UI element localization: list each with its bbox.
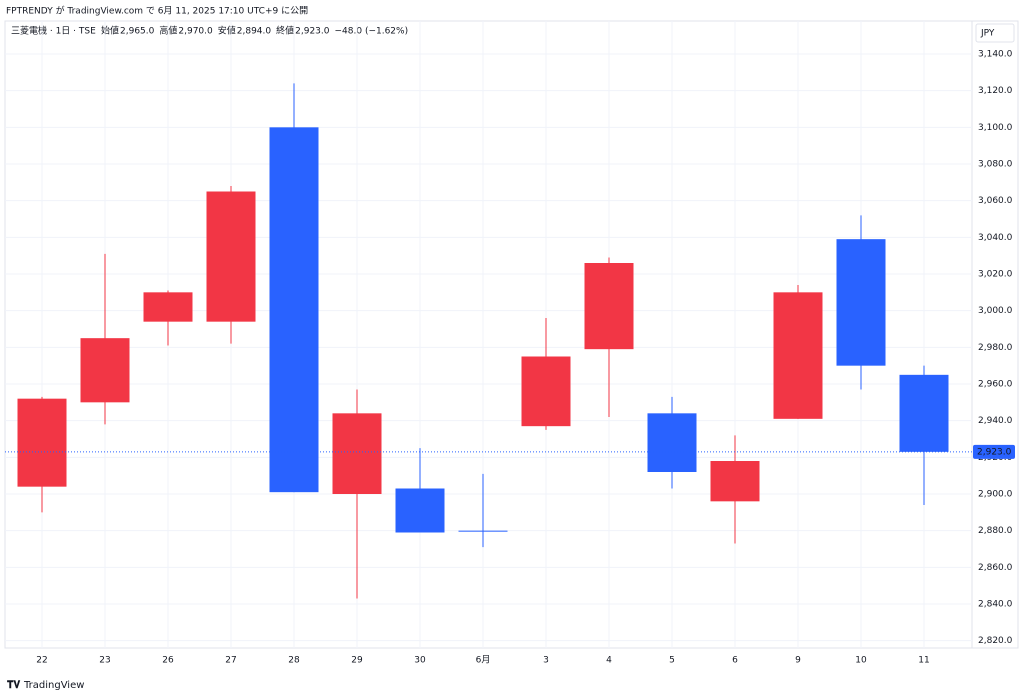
x-tick-label: 6月	[476, 655, 491, 666]
legend-label: 始値	[101, 25, 119, 37]
candle-body	[584, 263, 634, 350]
y-tick-label: 2,900.0	[978, 490, 1013, 500]
legend-value: 2,894.0	[237, 27, 272, 37]
x-tick-label: 5	[669, 656, 675, 666]
x-tick-label: 9	[795, 656, 801, 666]
candle-body	[773, 292, 823, 419]
x-tick-label: 22	[36, 656, 47, 666]
y-tick-label: 3,120.0	[978, 86, 1013, 96]
x-tick-label: 30	[414, 656, 426, 666]
candle-body	[206, 191, 256, 322]
y-tick-label: 2,840.0	[978, 600, 1013, 610]
currency-box[interactable]	[975, 23, 1015, 43]
legend-change: −48.0 (−1.62%)	[335, 27, 409, 37]
last-price-label: 2,923.0	[977, 447, 1012, 457]
y-tick-label: 2,980.0	[978, 343, 1013, 353]
y-tick-label: 3,000.0	[978, 306, 1013, 316]
published-note: FPTRENDY が TradingView.com で 6月 11, 2025…	[6, 5, 308, 17]
y-tick-label: 2,960.0	[978, 380, 1013, 390]
legend-label: 安値	[218, 25, 236, 37]
legend-value: 2,965.0	[120, 27, 155, 37]
x-tick-label: 27	[225, 656, 236, 666]
x-tick-label: 11	[918, 656, 929, 666]
legend-value: 2,970.0	[178, 27, 213, 37]
y-tick-label: 3,040.0	[978, 233, 1013, 243]
y-tick-label: 2,880.0	[978, 526, 1013, 536]
candle-body	[17, 398, 67, 487]
y-tick-label: 3,140.0	[978, 50, 1013, 60]
y-tick-label: 3,100.0	[978, 123, 1013, 133]
y-tick-label: 2,820.0	[978, 636, 1013, 646]
x-tick-label: 6	[732, 656, 738, 666]
x-tick-label: 26	[162, 656, 174, 666]
chart-frame	[4, 20, 1019, 649]
candle-body	[521, 356, 571, 427]
x-tick-label: 23	[99, 656, 110, 666]
x-tick-label: 10	[855, 656, 867, 666]
x-tick-label: 4	[606, 656, 612, 666]
candle-body	[269, 127, 319, 493]
y-tick-label: 3,020.0	[978, 270, 1013, 280]
ohlc-legend: 始値2,965.0高値2,970.0安値2,894.0終値2,923.0−48.…	[101, 25, 408, 37]
candle-body	[395, 488, 445, 533]
plot: 2,820.02,840.02,860.02,880.02,900.02,920…	[5, 21, 1015, 666]
candle-body	[899, 374, 949, 452]
y-tick-label: 2,940.0	[978, 416, 1013, 426]
candle-body	[332, 413, 382, 494]
last-price-tag	[973, 444, 1015, 459]
y-tick-label: 2,860.0	[978, 563, 1013, 573]
candle-body	[80, 338, 130, 403]
candle-body	[836, 239, 886, 366]
brand-logo: 𝐓𝐕	[7, 679, 20, 691]
candle-body	[647, 413, 697, 472]
x-tick-label: 3	[543, 656, 549, 666]
x-tick-label: 29	[351, 656, 363, 666]
y-tick-label: 3,080.0	[978, 160, 1013, 170]
candle-body	[710, 461, 760, 502]
brand: TradingView	[23, 680, 84, 691]
y-tick-label: 3,060.0	[978, 196, 1013, 206]
legend-value: 2,923.0	[295, 27, 330, 37]
candle-body	[458, 530, 508, 532]
candle-body	[143, 292, 193, 322]
legend-label: 終値	[276, 25, 294, 37]
currency: JPY	[980, 29, 995, 39]
x-tick-label: 28	[288, 656, 300, 666]
symbol: 三菱電機 · 1日 · TSE	[11, 25, 96, 37]
